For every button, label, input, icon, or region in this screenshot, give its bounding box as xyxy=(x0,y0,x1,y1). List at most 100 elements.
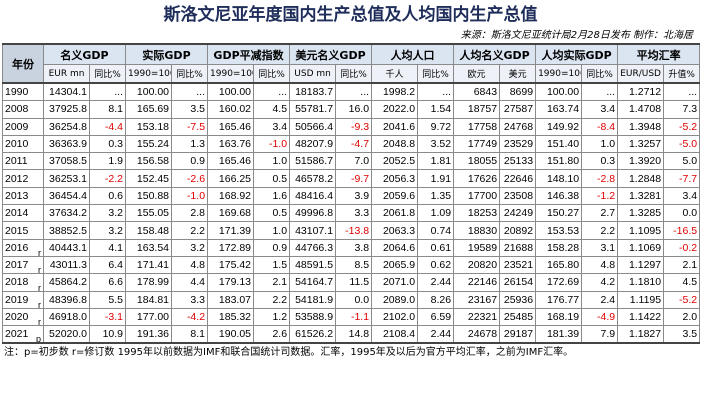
data-row: 2008 37925.8 8.1 165.69 3.5 160.02 4.5 55781.7 1… xyxy=(2,100,701,119)
subheader: USD mn xyxy=(289,64,337,84)
data-row: 2019 r 48396.8 5.5 184.81 3.3 183.07 2.2 54181.9… xyxy=(2,290,701,309)
year-cell: 2012 xyxy=(2,169,44,188)
cell: 2.2 xyxy=(171,221,209,240)
group-header: 实际GDP xyxy=(125,43,209,65)
data-row: 2014 37634.2 3.2 155.05 2.8 169.68 0.5 49996.8 3… xyxy=(2,204,701,223)
cell: 46918.0 xyxy=(43,307,90,327)
cell: 0.9 xyxy=(171,152,209,171)
cell: 1.2712 xyxy=(617,82,665,102)
cell: 44766.3 xyxy=(289,238,337,257)
cell: 1.1422 xyxy=(617,307,665,327)
subheader: 同比% xyxy=(88,64,127,84)
cell: -1.1 xyxy=(335,307,373,327)
cell: 51586.7 xyxy=(289,152,337,171)
cell: 48396.8 xyxy=(43,290,90,309)
cell: 46578.2 xyxy=(289,169,337,188)
cell: 18253 xyxy=(453,204,501,223)
subheader: 千人 xyxy=(371,64,419,84)
cell: 176.77 xyxy=(535,290,583,309)
cell: -5.2 xyxy=(663,117,701,136)
cell: 2.2 xyxy=(581,221,619,240)
cell: 3.4 xyxy=(581,100,619,119)
cell: 1.1195 xyxy=(617,290,665,309)
group-header: 美元名义GDP xyxy=(289,43,373,65)
cell: 153.18 xyxy=(125,117,173,136)
cell: 1.5 xyxy=(253,255,291,275)
cell: 184.81 xyxy=(125,290,173,309)
cell: 5.0 xyxy=(663,152,701,171)
year: 2018 xyxy=(5,276,29,289)
cell: 3.2 xyxy=(171,238,209,257)
cell: 2071.0 xyxy=(371,273,419,292)
subheader: EUR/USD xyxy=(617,64,665,84)
cell: 171.41 xyxy=(125,255,173,275)
cell: 3.4 xyxy=(253,117,291,136)
cell: 1.2 xyxy=(253,307,291,327)
cell: 49996.8 xyxy=(289,204,337,223)
cell: 1.3257 xyxy=(617,134,665,154)
year-flag: r xyxy=(38,299,41,309)
data-row: 2021 p 52020.0 10.9 191.36 8.1 190.05 2.6 61526.… xyxy=(2,325,701,345)
cell: -5.2 xyxy=(663,290,701,309)
cell: 1.1297 xyxy=(617,255,665,275)
year: 2009 xyxy=(5,120,29,133)
cell: 54181.9 xyxy=(289,290,337,309)
cell: 36253.1 xyxy=(43,169,90,188)
year-flag: r xyxy=(38,317,41,326)
year-flag: r xyxy=(38,247,41,257)
cell: 23508 xyxy=(499,186,537,206)
year: 2017 xyxy=(5,259,29,272)
year: 2011 xyxy=(5,155,28,168)
cell: 4.8 xyxy=(171,255,209,275)
cell: 6.6 xyxy=(88,273,127,292)
cell: 3.3 xyxy=(335,204,373,223)
cell: 8.26 xyxy=(417,290,455,309)
cell: 1.1810 xyxy=(617,273,665,292)
cell: 158.48 xyxy=(125,221,173,240)
cell: 40443.1 xyxy=(43,238,90,257)
year: 2015 xyxy=(5,224,29,237)
cell: 0.0 xyxy=(335,290,373,309)
cell: 4.4 xyxy=(171,273,209,292)
cell: 2.0 xyxy=(663,307,701,327)
subheader: 1990=100 xyxy=(125,64,173,84)
cell: 1.81 xyxy=(417,152,455,171)
cell: 163.74 xyxy=(535,100,583,119)
cell: 168.19 xyxy=(535,307,583,327)
cell: -3.1 xyxy=(88,307,127,327)
data-row: 1990 14304.1... 100.00... 100.00... 18183.7.… xyxy=(2,82,701,102)
cell: ... xyxy=(581,82,619,102)
year-flag: p xyxy=(35,334,41,344)
cell: -2.8 xyxy=(581,169,619,188)
cell: -7.5 xyxy=(171,117,209,136)
cell: 1.3285 xyxy=(617,204,665,223)
cell: 2052.5 xyxy=(371,152,419,171)
year: 2010 xyxy=(5,138,29,151)
data-row: 2012 36253.1 -2.2 152.45 -2.6 166.25 0.5 46578.… xyxy=(2,169,701,188)
cell: ... xyxy=(335,82,373,102)
cell: 158.28 xyxy=(535,238,583,257)
cell: 23529 xyxy=(499,134,537,154)
cell: 151.40 xyxy=(535,134,583,154)
cell: 24768 xyxy=(499,117,537,136)
cell: 6843 xyxy=(453,82,501,102)
cell: 19589 xyxy=(453,238,501,257)
cell: 54164.7 xyxy=(289,273,337,292)
year: 2021 xyxy=(5,328,29,341)
subheader: 1990=100 xyxy=(535,64,583,84)
cell: 26154 xyxy=(499,273,537,292)
cell: 3.5 xyxy=(171,100,209,119)
cell: 1.0 xyxy=(581,134,619,154)
cell: 169.68 xyxy=(207,204,255,223)
cell: 36363.9 xyxy=(43,134,90,154)
cell: 0.61 xyxy=(417,238,455,257)
cell: 23167 xyxy=(453,290,501,309)
data-row: 2020 r 46918.0 -3.1 177.00 -4.2 185.32 1.2 53588… xyxy=(2,307,701,327)
data-row: 2018 r 45864.2 6.6 178.99 4.4 179.13 2.1 54164.7… xyxy=(2,273,701,292)
cell: 1.91 xyxy=(417,169,455,188)
cell: 23521 xyxy=(499,255,537,275)
cell: 11.5 xyxy=(335,273,373,292)
cell: 0.3 xyxy=(88,134,127,154)
data-row: 2011 37058.5 1.9 156.58 0.9 165.46 1.0 51586.7 7… xyxy=(2,152,701,171)
cell: ... xyxy=(663,82,701,102)
